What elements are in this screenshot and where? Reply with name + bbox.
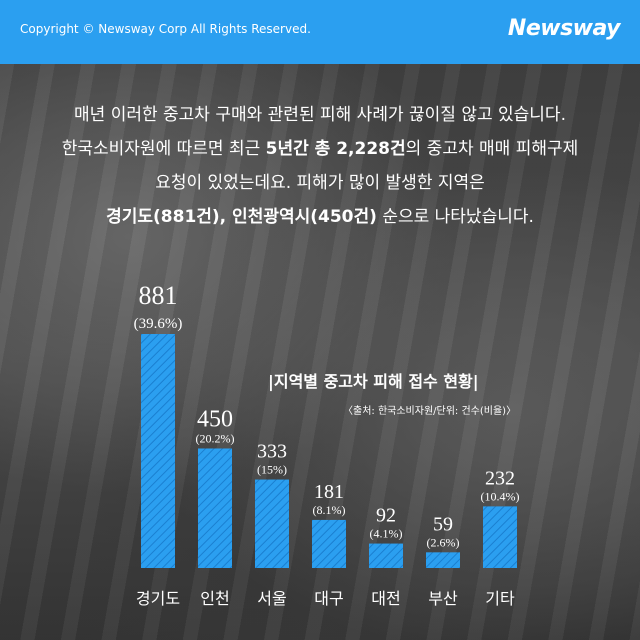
intro-line-2-c: 의 중고차 매매 피해구제 — [405, 139, 579, 159]
intro-line-4: 경기도(881건), 인천광역시(450건) 순으로 나타났습니다. — [20, 200, 620, 234]
bar-5 — [369, 543, 403, 568]
value-label-3: 333 — [257, 441, 287, 463]
category-label-3: 서울 — [257, 589, 286, 608]
bar-2 — [198, 448, 232, 568]
percent-label-6: (2.6%) — [427, 535, 460, 549]
intro-line-2-highlight: 5년간 총 2,228건 — [265, 139, 406, 159]
value-label-4: 181 — [314, 481, 344, 503]
percent-label-5: (4.1%) — [370, 527, 403, 541]
category-label-4: 대구 — [314, 589, 343, 608]
intro-text: 매년 이러한 중고차 구매와 관련된 피해 사례가 끊이질 않고 있습니다. 한… — [20, 98, 620, 234]
category-label-1: 경기도 — [136, 589, 180, 608]
percent-label-7: (10.4%) — [481, 489, 520, 503]
chart-title: |지역별 중고차 피해 접수 현황| — [268, 372, 479, 391]
newsway-logo: Newsway — [507, 16, 621, 41]
category-label-2: 인천 — [200, 589, 229, 608]
bar-1 — [141, 334, 175, 568]
bar-3 — [255, 479, 289, 568]
intro-line-3: 요청이 있었는데요. 피해가 많이 발생한 지역은 — [155, 173, 485, 193]
copyright-text: Copyright © Newsway Corp All Rights Rese… — [20, 22, 311, 36]
top-banner: Copyright © Newsway Corp All Rights Rese… — [0, 0, 640, 64]
percent-label-1: (39.6%) — [134, 316, 183, 332]
percent-label-2: (20.2%) — [196, 431, 235, 445]
bar-6 — [426, 552, 460, 568]
value-label-6: 59 — [433, 513, 453, 535]
value-label-7: 232 — [485, 467, 515, 489]
intro-line-2: 한국소비자원에 따르면 최근 5년간 총 2,228건의 중고차 매매 피해구제 — [20, 132, 620, 166]
category-label-7: 기타 — [485, 589, 515, 608]
category-label-5: 대전 — [371, 589, 400, 608]
bar-4 — [312, 519, 346, 568]
value-label-2: 450 — [197, 406, 233, 432]
intro-line-1: 매년 이러한 중고차 구매와 관련된 피해 사례가 끊이질 않고 있습니다. — [74, 105, 566, 125]
value-label-1: 881 — [139, 281, 178, 310]
category-label-6: 부산 — [428, 589, 458, 608]
percent-label-4: (8.1%) — [313, 503, 346, 517]
intro-line-2-a: 한국소비자원에 따르면 최근 — [61, 139, 266, 159]
intro-line-4-highlight: 경기도(881건), 인천광역시(450건) — [106, 207, 377, 227]
value-label-5: 92 — [376, 505, 396, 527]
bar-7 — [483, 506, 517, 568]
percent-label-3: (15%) — [257, 463, 287, 477]
intro-line-4-b: 순으로 나타났습니다. — [376, 207, 534, 227]
chart-source: 〈출처: 한국소비자원/단위: 건수(비율)〉 — [343, 406, 517, 417]
